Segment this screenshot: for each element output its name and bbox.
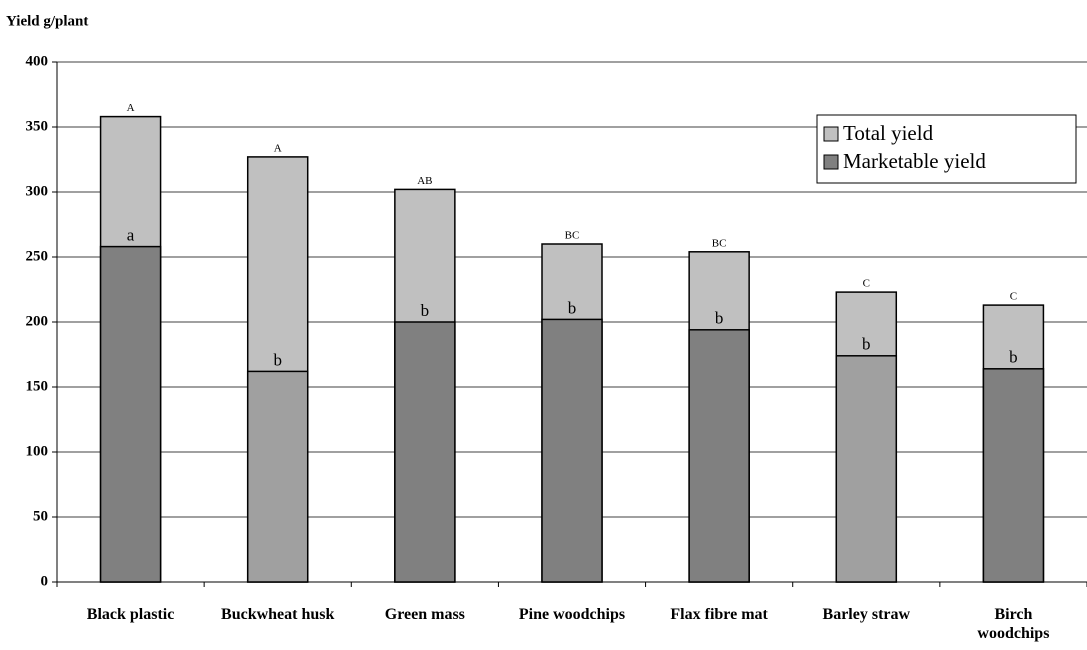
bar [835, 355, 898, 583]
y-tick-label: 400 [26, 53, 49, 69]
bar [246, 370, 309, 583]
legend-swatch [823, 126, 839, 142]
y-tick-label: 300 [26, 183, 49, 199]
y-tick-label: 150 [26, 378, 49, 394]
bar-annotation: C [1010, 291, 1017, 303]
bar-annotation: b [421, 301, 430, 320]
x-tick-label: Buckwheat husk [221, 606, 335, 623]
bar-annotation: BC [565, 230, 580, 242]
bar-annotation: b [568, 298, 577, 317]
legend-swatch [823, 154, 839, 170]
x-tick-label: Green mass [384, 606, 465, 623]
x-tick-label: Flax fibre mat [670, 606, 768, 623]
bar-annotation: A [127, 102, 135, 114]
x-tick-label: Black plastic [86, 606, 175, 623]
y-axis-label: Yield g/plant [6, 13, 88, 29]
bar-annotation: BC [712, 237, 727, 249]
y-tick-label: 50 [33, 508, 48, 524]
bar-annotation: C [863, 278, 870, 290]
legend-label: Marketable yield [843, 149, 986, 173]
bar [982, 368, 1045, 583]
bar-annotation: b [1009, 348, 1018, 367]
bar-annotation: A [274, 142, 282, 154]
x-tick-label: Barley straw [822, 606, 911, 623]
x-tick-label: Pine woodchips [518, 606, 626, 623]
legend-label: Total yield [843, 121, 934, 145]
bar-annotation: AB [417, 175, 432, 187]
bar-annotation: a [127, 226, 135, 245]
y-tick-label: 250 [26, 248, 49, 264]
x-tick-label: Birch woodchips [977, 606, 1050, 642]
y-tick-label: 0 [41, 573, 49, 589]
y-tick-label: 350 [26, 118, 49, 134]
bar [688, 329, 750, 583]
legend-box [816, 114, 1077, 184]
bar [99, 245, 162, 583]
bar-annotation: b [273, 350, 282, 369]
bar [541, 318, 603, 583]
y-tick-label: 200 [26, 313, 49, 329]
y-tick-label: 100 [26, 443, 49, 459]
bar [394, 321, 456, 583]
bar-annotation: b [715, 309, 724, 328]
bar-annotation: b [862, 335, 871, 354]
